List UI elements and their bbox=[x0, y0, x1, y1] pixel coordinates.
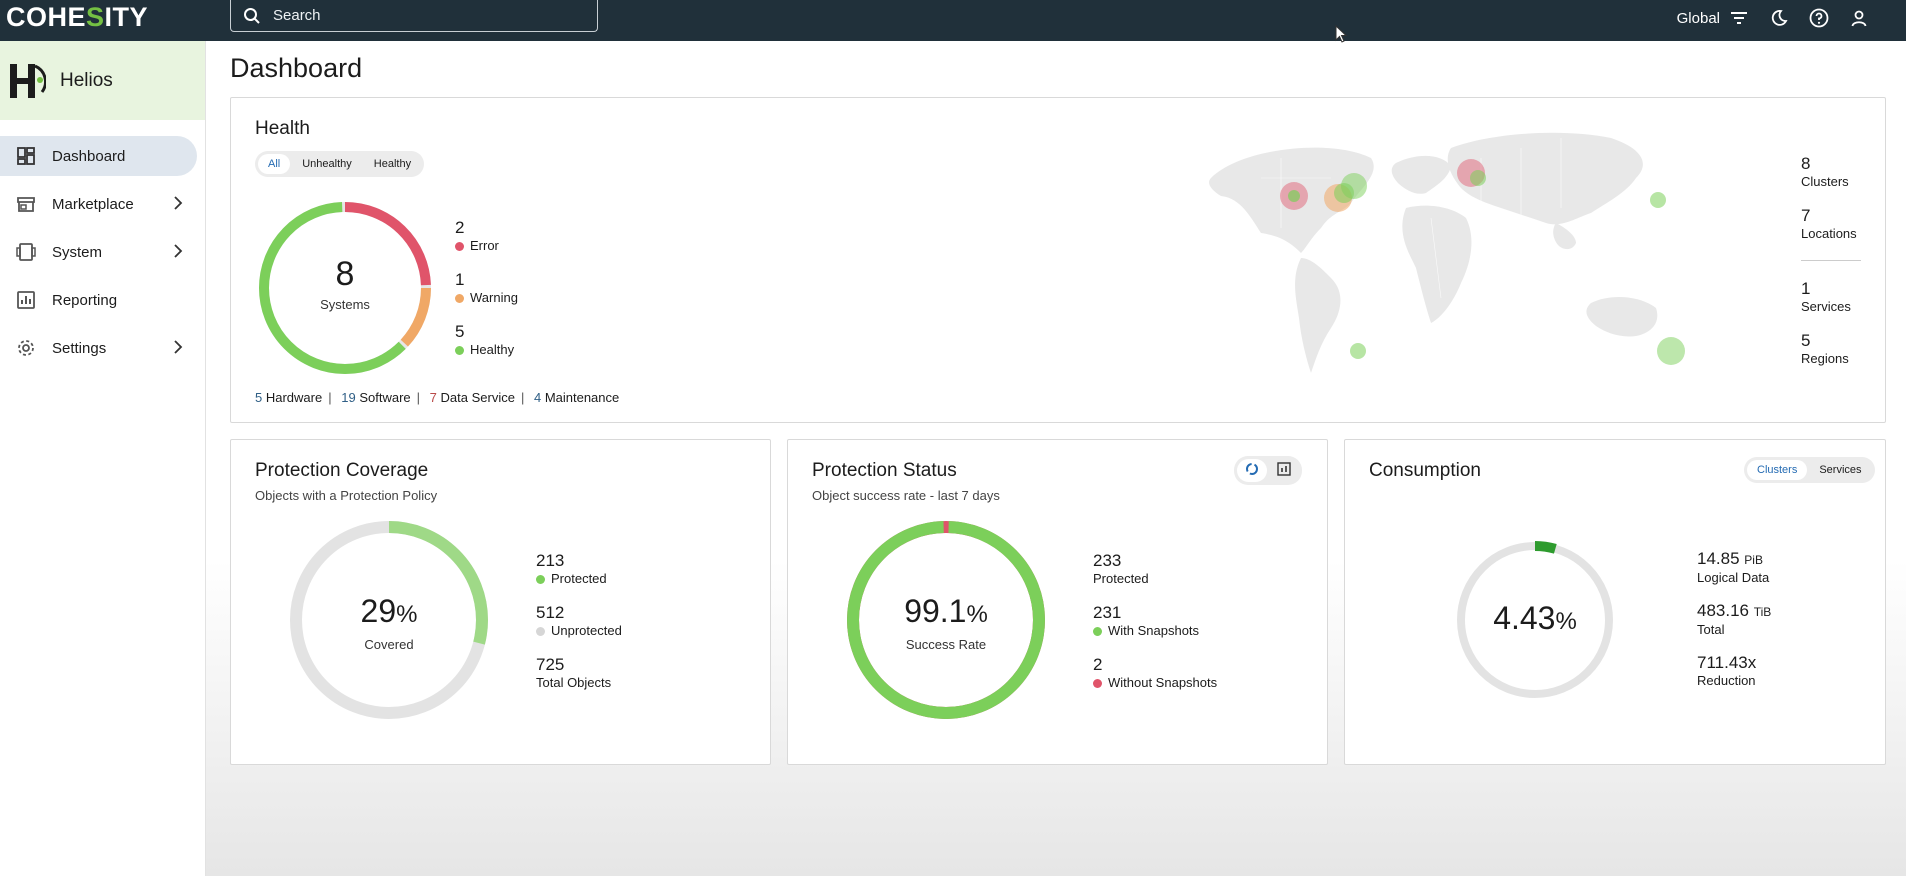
sidebar-item-label: System bbox=[52, 243, 103, 261]
stat-services: 1 Services bbox=[1801, 279, 1851, 314]
protection-coverage-card: Protection Coverage Objects with a Prote… bbox=[230, 439, 771, 765]
world-map[interactable] bbox=[1181, 118, 1741, 388]
protection-status-card: Protection Status Object success rate - … bbox=[787, 439, 1328, 765]
search-box[interactable] bbox=[230, 0, 598, 32]
health-title: Health bbox=[255, 118, 310, 139]
toggle-services[interactable]: Services bbox=[1819, 464, 1862, 476]
coverage-center: 29% Covered bbox=[360, 593, 418, 652]
stat-locations: 7 Locations bbox=[1801, 206, 1857, 241]
scope-selector[interactable]: Global bbox=[1676, 9, 1720, 27]
health-card: Health All Unhealthy Healthy 8 Systems 2… bbox=[230, 97, 1886, 423]
health-legend-healthy: 5 Healthy bbox=[455, 322, 515, 357]
coverage-legend-unprotected: 512 Unprotected bbox=[536, 603, 622, 638]
stat-regions: 5 Regions bbox=[1801, 331, 1849, 366]
status-title: Protection Status bbox=[812, 460, 957, 481]
sidebar: Helios Dashboard Marketplace System Repo… bbox=[0, 41, 206, 876]
stats-divider bbox=[1801, 260, 1861, 261]
system-icon bbox=[16, 243, 36, 261]
stat-total: 483.16 TiB Total bbox=[1697, 601, 1772, 637]
sidebar-item-reporting[interactable]: Reporting bbox=[0, 280, 197, 320]
cohesity-logo[interactable]: COHESITY bbox=[6, 2, 149, 32]
filter-all[interactable]: All bbox=[258, 154, 291, 174]
health-legend-error: 2 Error bbox=[455, 218, 499, 253]
gear-icon bbox=[18, 340, 34, 356]
coverage-subtitle: Objects with a Protection Policy bbox=[255, 488, 438, 503]
status-donut bbox=[847, 521, 1045, 719]
sidebar-item-marketplace[interactable]: Marketplace bbox=[0, 184, 197, 224]
health-segment-error bbox=[259, 202, 431, 374]
status-view-toggle bbox=[1234, 456, 1302, 485]
chevron-right-icon bbox=[174, 244, 183, 258]
help-icon[interactable] bbox=[1806, 5, 1832, 31]
sidebar-item-label: Marketplace bbox=[52, 195, 134, 213]
store-icon bbox=[17, 197, 35, 212]
page-title: Dashboard bbox=[230, 53, 363, 83]
coverage-title: Protection Coverage bbox=[255, 460, 429, 481]
user-icon[interactable] bbox=[1846, 5, 1872, 31]
mouse-cursor-icon bbox=[1335, 25, 1347, 43]
status-center: 99.1% Success Rate bbox=[904, 593, 988, 652]
status-subtitle: Object success rate - last 7 days bbox=[812, 488, 1000, 503]
status-arc bbox=[847, 521, 1045, 719]
sidebar-item-settings[interactable]: Settings bbox=[0, 328, 197, 368]
sidebar-item-label: Settings bbox=[52, 339, 107, 357]
health-filter: All Unhealthy Healthy bbox=[255, 151, 425, 177]
health-legend-warning: 1 Warning bbox=[455, 270, 518, 305]
filter-icon[interactable] bbox=[1726, 5, 1752, 31]
status-legend-without-snapshots: 2 Without Snapshots bbox=[1093, 655, 1218, 690]
brand-header[interactable]: Helios bbox=[0, 41, 205, 120]
search-input[interactable] bbox=[273, 7, 573, 24]
consumption-arc bbox=[1456, 541, 1614, 699]
health-donut bbox=[259, 202, 431, 374]
stat-logical-data: 14.85 PiB Logical Data bbox=[1697, 549, 1770, 585]
health-segment-healthy bbox=[259, 202, 431, 374]
helios-logo-icon bbox=[10, 63, 46, 98]
health-summary: 5 Hardware | 19 Software | 7 Data Service |… bbox=[255, 390, 620, 405]
search-icon bbox=[244, 7, 260, 24]
brand-name: Helios bbox=[60, 69, 113, 91]
sidebar-item-dashboard[interactable]: Dashboard bbox=[0, 136, 197, 176]
consumption-title: Consumption bbox=[1369, 460, 1481, 481]
consumption-card: Consumption Clusters Services 4.43% 14.8… bbox=[1344, 439, 1886, 765]
consumption-center: 4.43% bbox=[1493, 600, 1577, 636]
sidebar-item-label: Reporting bbox=[52, 291, 118, 309]
dark-mode-icon[interactable] bbox=[1766, 5, 1792, 31]
coverage-legend-total: 725 Total Objects bbox=[536, 655, 612, 690]
filter-unhealthy[interactable]: Unhealthy bbox=[302, 158, 352, 170]
chevron-right-icon bbox=[174, 340, 183, 354]
coverage-legend-protected: 213 Protected bbox=[536, 551, 607, 586]
coverage-arc bbox=[290, 521, 488, 719]
top-bar: COHESITY Global bbox=[0, 0, 1906, 41]
dashboard-icon bbox=[17, 147, 35, 165]
consumption-donut bbox=[1456, 541, 1614, 699]
stat-clusters: 8 Clusters bbox=[1801, 154, 1849, 189]
donut-view-icon[interactable] bbox=[1237, 459, 1267, 482]
chevron-right-icon bbox=[174, 196, 183, 210]
chart-icon bbox=[17, 291, 35, 309]
bar-view-icon[interactable] bbox=[1269, 459, 1299, 482]
consumption-toggle: Clusters Services bbox=[1744, 457, 1875, 483]
sidebar-item-system[interactable]: System bbox=[0, 232, 197, 272]
toggle-clusters[interactable]: Clusters bbox=[1747, 460, 1808, 480]
filter-healthy[interactable]: Healthy bbox=[373, 158, 412, 170]
stat-reduction: 711.43x Reduction bbox=[1697, 653, 1757, 688]
status-legend-with-snapshots: 231 With Snapshots bbox=[1093, 603, 1200, 638]
sidebar-item-label: Dashboard bbox=[52, 147, 126, 165]
health-total: 8 Systems bbox=[320, 255, 370, 312]
coverage-donut bbox=[290, 521, 488, 719]
status-legend-protected: 233 Protected bbox=[1093, 551, 1149, 586]
